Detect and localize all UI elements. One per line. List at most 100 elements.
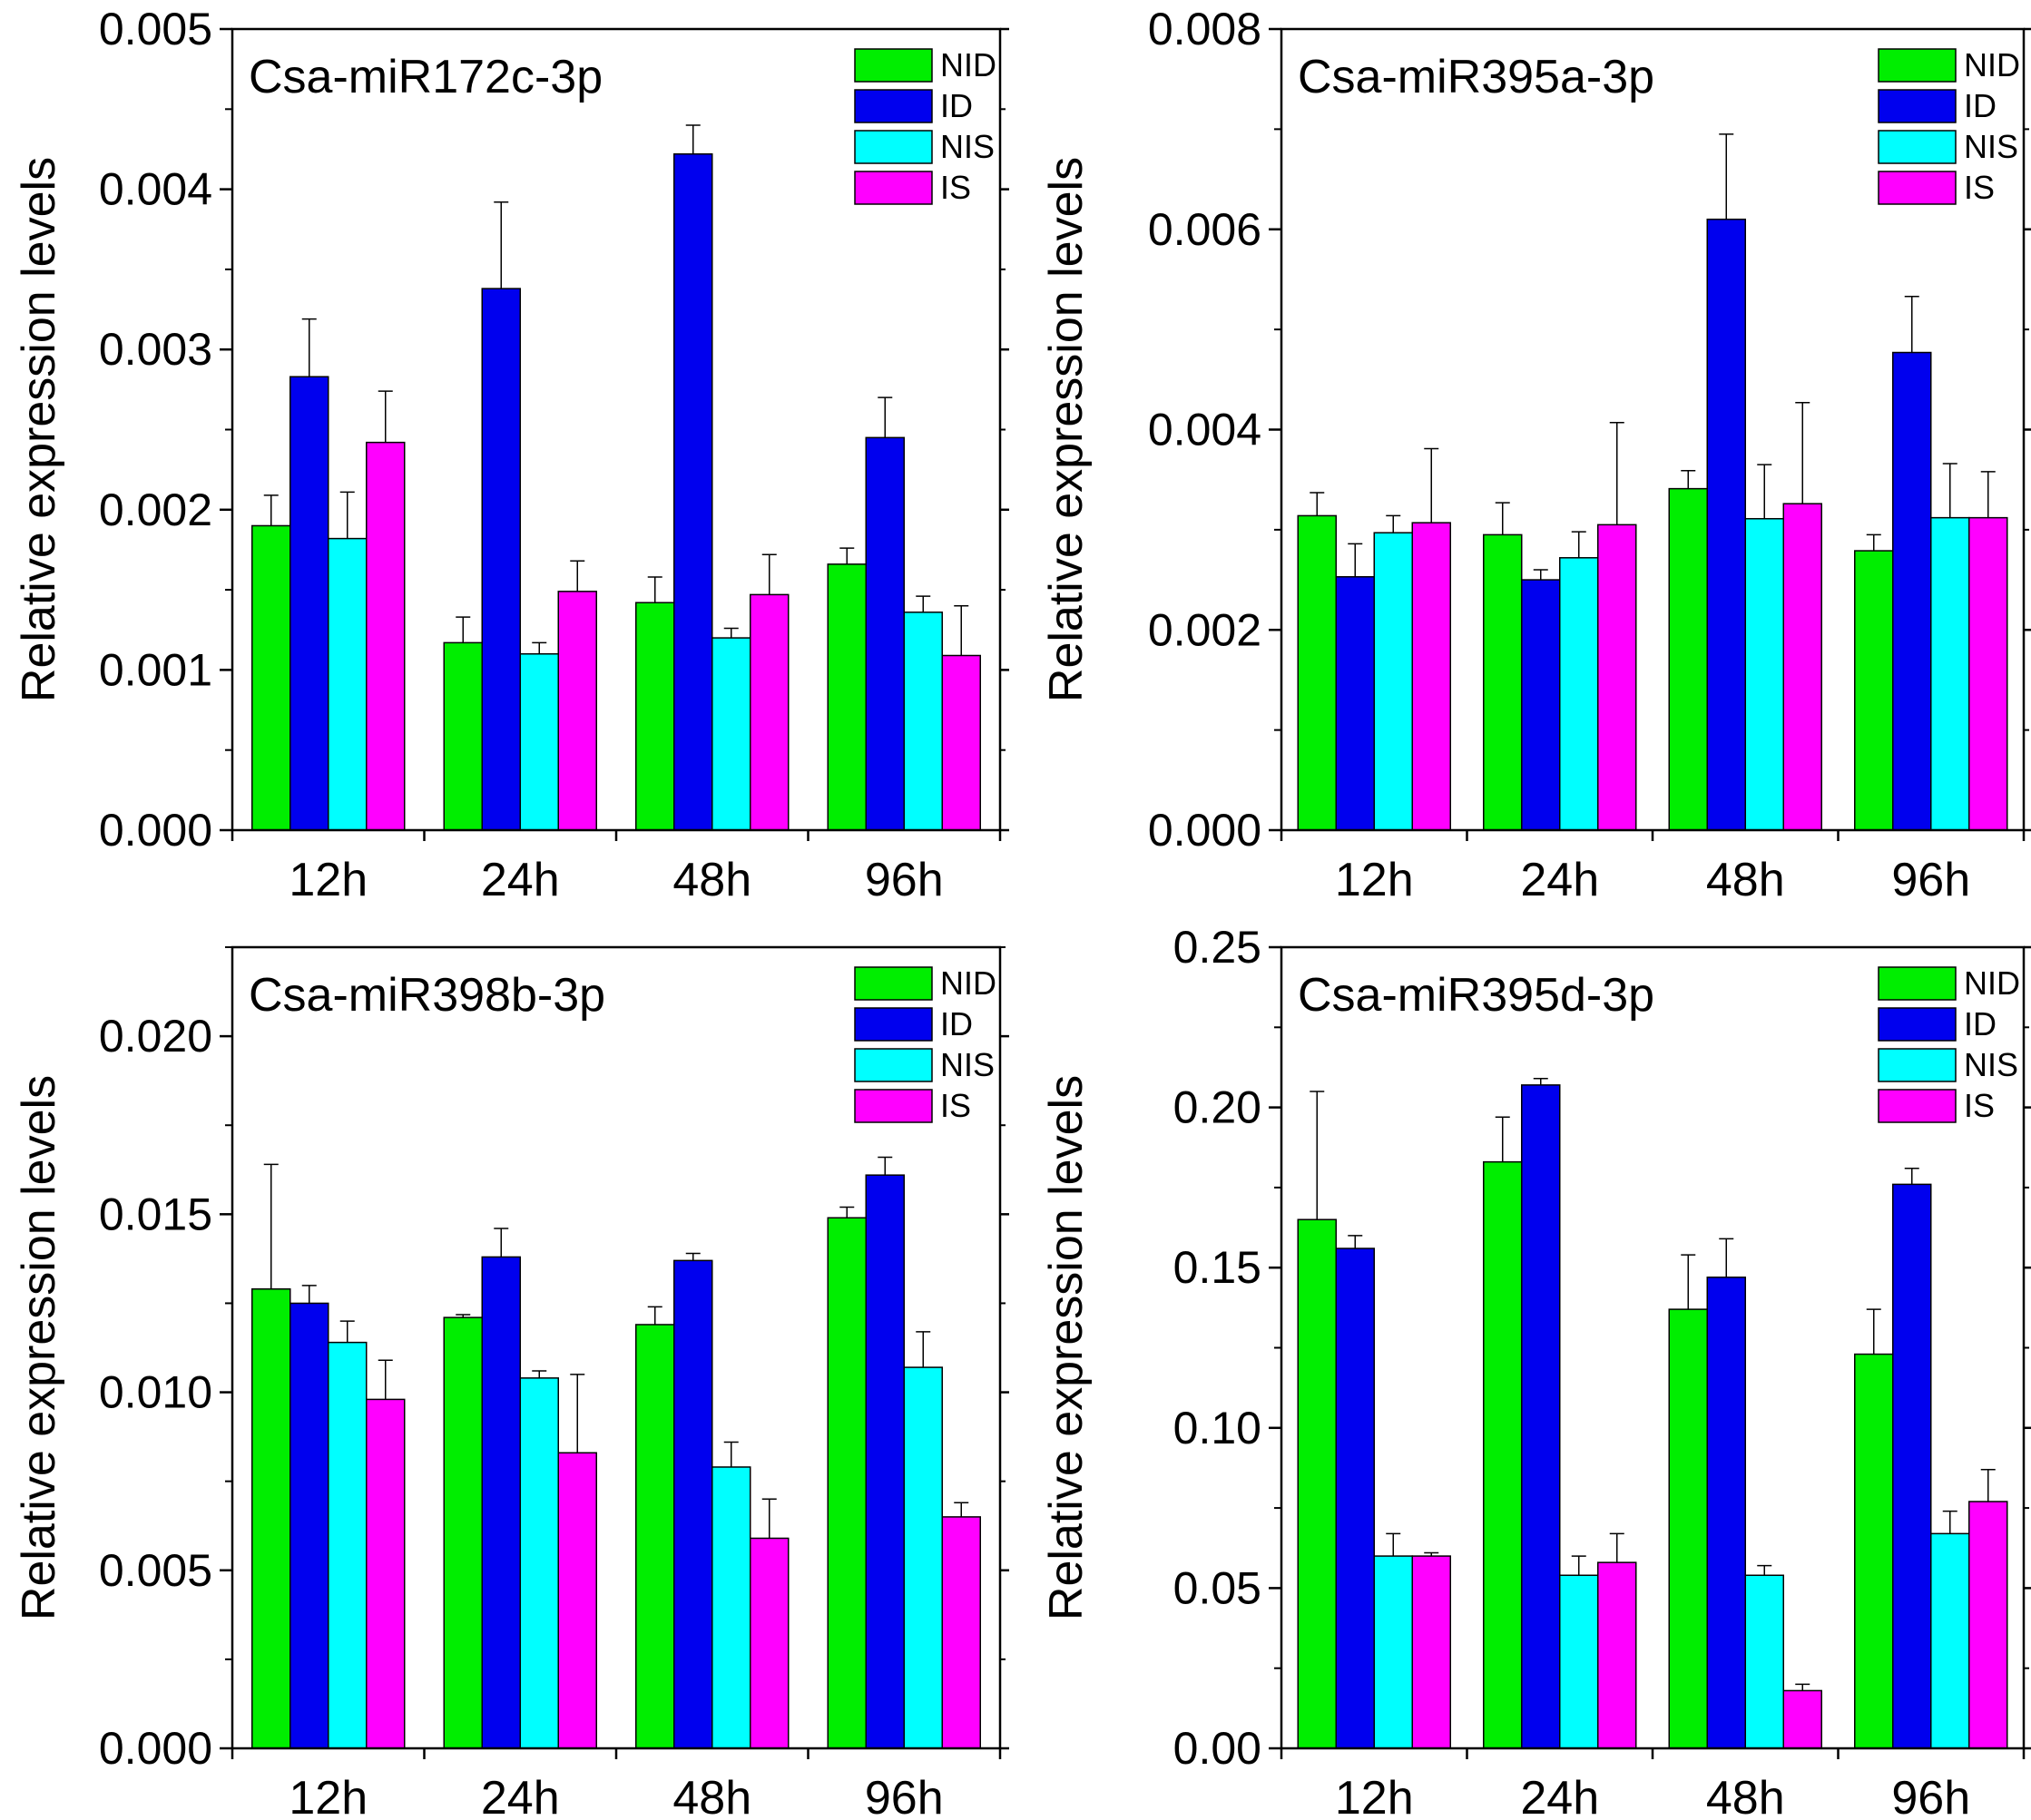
bar-nis-24h (1559, 1574, 1599, 1749)
legend-label-nid: NID (940, 964, 996, 1002)
x-tick-label-12h: 12h (289, 854, 368, 906)
x-tick-label-24h: 24h (1520, 854, 1599, 906)
legend-label-nid: NID (1964, 964, 2020, 1002)
x-tick-label-96h: 96h (865, 854, 944, 906)
legend-label-nis: NIS (940, 1046, 995, 1083)
bar-nis-12h (1373, 532, 1413, 831)
y-axis-label: Relative expression levels (1040, 157, 1093, 702)
y-tick-label: 0.15 (1173, 1242, 1261, 1293)
bar-nis-48h (711, 637, 751, 831)
legend-label-nis: NIS (1964, 128, 2018, 165)
bar-is-96h (1968, 516, 2008, 831)
bar-id-24h (1521, 1084, 1561, 1749)
chart-panel-1: 0.000 0.001 0.002 0.003 0.004 0.005 12h 24h 48h 9… (13, 4, 1009, 906)
x-tick-label-48h: 48h (1706, 854, 1785, 906)
y-tick-label: 0.000 (1148, 805, 1261, 856)
legend-swatch-nis (854, 1048, 933, 1082)
bar-is-96h (941, 654, 981, 831)
x-tick-label-24h: 24h (1520, 1772, 1599, 1820)
y-tick-label: 0.004 (1148, 405, 1261, 455)
legend-swatch-id (854, 89, 933, 123)
bar-id-48h (673, 1259, 713, 1749)
bar-nid-24h (1483, 1160, 1523, 1749)
legend-swatch-nid (1878, 48, 1957, 83)
legend-label-is: IS (940, 1087, 971, 1124)
legend-label-is: IS (1964, 1087, 1995, 1124)
legend-swatch-id (854, 1007, 933, 1042)
chart-title: Csa-miR395a-3p (1298, 51, 1654, 103)
bar-nis-48h (1744, 1574, 1784, 1749)
bar-id-24h (481, 288, 521, 831)
y-tick-label: 0.010 (99, 1367, 212, 1418)
bar-nid-96h (1854, 550, 1894, 831)
y-tick-label: 0.000 (99, 1723, 212, 1774)
legend-label-nis: NIS (940, 128, 995, 165)
bar-id-24h (481, 1256, 521, 1749)
y-axis-label: Relative expression levels (1040, 1075, 1093, 1620)
bar-nis-96h (1930, 516, 1970, 831)
chart-title: Csa-miR172c-3p (249, 51, 603, 103)
bar-nid-24h (1483, 533, 1523, 831)
x-tick-label-24h: 24h (481, 854, 560, 906)
bar-nid-24h (443, 641, 483, 831)
bar-nis-96h (903, 1366, 943, 1749)
bar-is-24h (1597, 1561, 1637, 1749)
legend-swatch-is (854, 1089, 933, 1123)
bar-is-24h (557, 1452, 597, 1749)
legend-label-id: ID (1964, 87, 1997, 124)
bar-nis-48h (711, 1466, 751, 1749)
legend-label-id: ID (1964, 1005, 1997, 1042)
y-tick-label: 0.002 (99, 484, 212, 535)
bar-is-12h (1411, 1555, 1451, 1749)
y-tick-label: 0.000 (99, 805, 212, 856)
bar-is-48h (1782, 1689, 1822, 1749)
legend-swatch-nis (1878, 130, 1957, 164)
bar-nid-12h (1297, 514, 1337, 831)
bar-is-48h (750, 1537, 790, 1749)
bar-nis-24h (1559, 557, 1599, 831)
legend-swatch-nis (1878, 1048, 1957, 1082)
bar-nis-96h (1930, 1532, 1970, 1749)
x-tick-label-48h: 48h (672, 1772, 751, 1820)
y-tick-label: 0.006 (1148, 204, 1261, 255)
y-tick-label: 0.008 (1148, 4, 1261, 54)
bar-id-96h (1892, 351, 1932, 831)
y-tick-label: 0.002 (1148, 604, 1261, 655)
y-axis-label: Relative expression levels (13, 1075, 65, 1620)
y-tick-label: 0.020 (99, 1011, 212, 1062)
bar-id-12h (289, 376, 329, 831)
bar-nid-12h (251, 1287, 291, 1749)
bar-id-96h (865, 436, 905, 831)
chart-title: Csa-miR398b-3p (249, 969, 605, 1022)
bar-id-12h (1335, 576, 1375, 831)
y-tick-label: 0.001 (99, 644, 212, 695)
legend-label-nis: NIS (1964, 1046, 2018, 1083)
chart-title: Csa-miR395d-3p (1298, 969, 1654, 1022)
y-axis-label: Relative expression levels (13, 157, 65, 702)
legend-label-nid: NID (940, 46, 996, 83)
y-tick-label: 0.005 (99, 1545, 212, 1596)
y-tick-label: 0.004 (99, 164, 212, 215)
x-tick-label-12h: 12h (1335, 854, 1414, 906)
bar-id-12h (1335, 1248, 1375, 1749)
bar-nid-96h (827, 1217, 867, 1749)
bar-nis-96h (903, 612, 943, 831)
legend-swatch-id (1878, 89, 1957, 123)
legend-label-is: IS (1964, 169, 1995, 206)
bar-nid-24h (443, 1316, 483, 1749)
bar-is-48h (1782, 503, 1822, 831)
legend-swatch-is (854, 171, 933, 205)
bar-nis-12h (328, 537, 368, 831)
bar-id-12h (289, 1302, 329, 1749)
bar-is-96h (1968, 1501, 2008, 1749)
legend-swatch-nis (854, 130, 933, 164)
x-tick-label-24h: 24h (481, 1772, 560, 1820)
bar-nid-48h (635, 1324, 675, 1749)
bar-is-96h (941, 1516, 981, 1749)
bar-nid-48h (635, 602, 675, 831)
bar-nid-48h (1668, 1308, 1708, 1749)
bar-is-48h (750, 593, 790, 831)
bar-is-12h (1411, 522, 1451, 831)
bar-is-12h (366, 1398, 406, 1749)
